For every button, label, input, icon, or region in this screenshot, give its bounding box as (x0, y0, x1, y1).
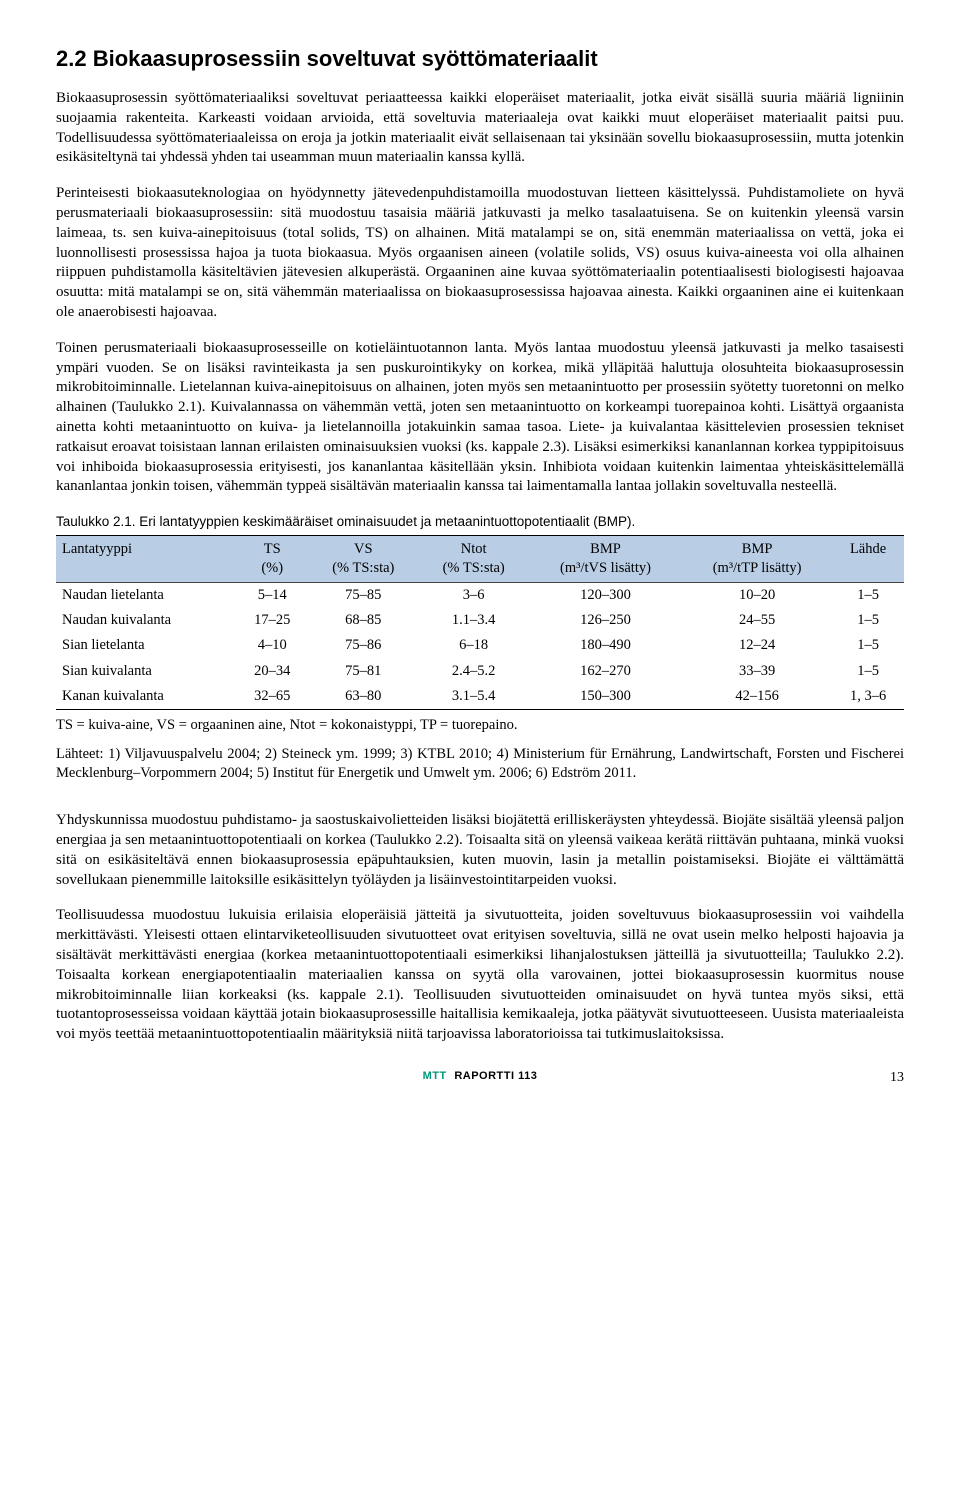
body-paragraph: Biokaasuprosessin syöttömateriaaliksi so… (56, 89, 904, 168)
cell: 150–300 (529, 684, 682, 710)
col-header: Lähde (832, 535, 904, 582)
cell: 1–5 (832, 608, 904, 633)
cell: Naudan lietelanta (56, 583, 236, 609)
body-paragraph: Toinen perusmateriaali biokaasuprosessei… (56, 339, 904, 497)
cell: 1–5 (832, 633, 904, 658)
cell: Naudan kuivalanta (56, 608, 236, 633)
cell: 32–65 (236, 684, 308, 710)
cell: 12–24 (682, 633, 832, 658)
body-paragraph: Teollisuudessa muodostuu lukuisia erilai… (56, 906, 904, 1045)
table-header-row: Lantatyyppi TS(%) VS(% TS:sta) Ntot(% TS… (56, 535, 904, 582)
table-row: Kanan kuivalanta 32–65 63–80 3.1–5.4 150… (56, 684, 904, 710)
col-header: Lantatyyppi (56, 535, 236, 582)
cell: 3–6 (418, 583, 528, 609)
col-header: TS(%) (236, 535, 308, 582)
col-header: BMP(m³/tTP lisätty) (682, 535, 832, 582)
cell: 10–20 (682, 583, 832, 609)
cell: 5–14 (236, 583, 308, 609)
cell: 1, 3–6 (832, 684, 904, 710)
table-footnote: TS = kuiva-aine, VS = orgaaninen aine, N… (56, 716, 904, 735)
page-number: 13 (890, 1069, 904, 1087)
col-header: VS(% TS:sta) (308, 535, 418, 582)
col-header: BMP(m³/tVS lisätty) (529, 535, 682, 582)
col-header: Ntot(% TS:sta) (418, 535, 528, 582)
cell: 68–85 (308, 608, 418, 633)
footer-series: RAPORTTI 113 (454, 1070, 537, 1082)
cell: 126–250 (529, 608, 682, 633)
cell: Sian lietelanta (56, 633, 236, 658)
cell: 42–156 (682, 684, 832, 710)
footer-brand: MTT (423, 1070, 447, 1082)
cell: 33–39 (682, 659, 832, 684)
cell: 6–18 (418, 633, 528, 658)
cell: 24–55 (682, 608, 832, 633)
cell: 17–25 (236, 608, 308, 633)
cell: 75–81 (308, 659, 418, 684)
cell: 180–490 (529, 633, 682, 658)
cell: 20–34 (236, 659, 308, 684)
cell: 1–5 (832, 659, 904, 684)
table-row: Naudan kuivalanta 17–25 68–85 1.1–3.4 12… (56, 608, 904, 633)
cell: Kanan kuivalanta (56, 684, 236, 710)
cell: 63–80 (308, 684, 418, 710)
cell: 1.1–3.4 (418, 608, 528, 633)
cell: 1–5 (832, 583, 904, 609)
body-paragraph: Yhdyskunnissa muodostuu puhdistamo- ja s… (56, 811, 904, 890)
cell: 4–10 (236, 633, 308, 658)
table-caption: Taulukko 2.1. Eri lantatyyppien keskimää… (56, 513, 904, 531)
table-row: Sian lietelanta 4–10 75–86 6–18 180–490 … (56, 633, 904, 658)
section-heading: 2.2 Biokaasuprosessiin soveltuvat syöttö… (56, 44, 904, 73)
cell: 75–86 (308, 633, 418, 658)
cell: 2.4–5.2 (418, 659, 528, 684)
body-paragraph: Perinteisesti biokaasuteknologiaa on hyö… (56, 184, 904, 323)
data-table: Lantatyyppi TS(%) VS(% TS:sta) Ntot(% TS… (56, 535, 904, 710)
table-row: Naudan lietelanta 5–14 75–85 3–6 120–300… (56, 583, 904, 609)
table-row: Sian kuivalanta 20–34 75–81 2.4–5.2 162–… (56, 659, 904, 684)
cell: Sian kuivalanta (56, 659, 236, 684)
cell: 120–300 (529, 583, 682, 609)
page-footer: MTT RAPORTTI 113 13 (56, 1069, 904, 1084)
cell: 162–270 (529, 659, 682, 684)
cell: 75–85 (308, 583, 418, 609)
cell: 3.1–5.4 (418, 684, 528, 710)
table-sources: Lähteet: 1) Viljavuuspalvelu 2004; 2) St… (56, 745, 904, 783)
